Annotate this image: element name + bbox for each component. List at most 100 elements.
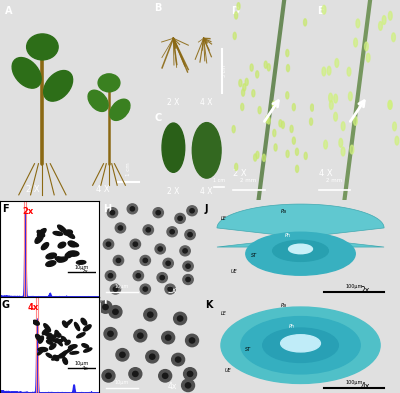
Text: B: B — [154, 3, 162, 13]
Circle shape — [272, 101, 276, 108]
Text: X: X — [292, 243, 296, 248]
Circle shape — [341, 147, 345, 156]
Text: C: C — [154, 113, 162, 123]
Circle shape — [274, 144, 277, 151]
Circle shape — [339, 138, 343, 147]
Circle shape — [108, 274, 113, 278]
Circle shape — [150, 354, 155, 359]
Circle shape — [286, 92, 289, 99]
Circle shape — [296, 165, 299, 173]
Circle shape — [138, 333, 143, 338]
Circle shape — [105, 271, 116, 281]
Circle shape — [272, 101, 276, 109]
Circle shape — [110, 284, 121, 294]
Text: Pa: Pa — [281, 303, 287, 308]
Ellipse shape — [110, 99, 130, 120]
Circle shape — [354, 38, 358, 47]
Circle shape — [304, 19, 307, 26]
Text: K: K — [205, 300, 212, 310]
Text: E: E — [317, 6, 324, 16]
Circle shape — [187, 371, 193, 376]
Circle shape — [106, 373, 111, 378]
Circle shape — [103, 305, 108, 310]
Circle shape — [354, 116, 357, 125]
Circle shape — [176, 357, 181, 362]
Circle shape — [186, 277, 190, 282]
Circle shape — [143, 287, 148, 291]
Circle shape — [140, 284, 150, 294]
Circle shape — [136, 274, 140, 278]
Text: UE: UE — [231, 269, 238, 274]
Circle shape — [118, 226, 123, 230]
Circle shape — [252, 90, 255, 97]
Circle shape — [258, 107, 261, 114]
Text: Ph: Ph — [285, 233, 291, 237]
Circle shape — [304, 152, 307, 160]
Circle shape — [393, 122, 396, 131]
Circle shape — [113, 309, 118, 314]
Circle shape — [143, 258, 148, 263]
Circle shape — [104, 328, 117, 340]
Circle shape — [185, 383, 191, 388]
Text: 2 mm: 2 mm — [240, 178, 256, 183]
Text: 2 X: 2 X — [233, 169, 246, 178]
Text: 1 cm: 1 cm — [213, 178, 225, 183]
Circle shape — [183, 275, 193, 285]
Text: 3 cm: 3 cm — [222, 65, 227, 77]
Circle shape — [170, 230, 174, 234]
Circle shape — [182, 379, 194, 391]
Ellipse shape — [263, 328, 338, 362]
Circle shape — [129, 368, 142, 380]
Circle shape — [378, 22, 382, 30]
Text: X: X — [292, 338, 296, 343]
Text: D: D — [231, 6, 239, 16]
Circle shape — [99, 301, 112, 313]
Circle shape — [334, 112, 338, 121]
Circle shape — [178, 216, 182, 220]
Text: 2x: 2x — [360, 286, 370, 295]
Circle shape — [350, 145, 354, 154]
Circle shape — [187, 206, 197, 216]
Text: ST: ST — [251, 253, 257, 257]
Circle shape — [235, 163, 238, 171]
Text: 2 X: 2 X — [167, 187, 180, 196]
Text: I: I — [104, 300, 107, 310]
Text: 4 X: 4 X — [200, 187, 213, 196]
Circle shape — [162, 373, 168, 378]
Circle shape — [256, 151, 259, 158]
Circle shape — [108, 331, 113, 336]
Circle shape — [130, 207, 134, 211]
Circle shape — [254, 154, 257, 161]
Circle shape — [329, 93, 332, 102]
Circle shape — [233, 32, 236, 39]
Circle shape — [184, 368, 196, 380]
Circle shape — [264, 61, 267, 68]
Text: 2x: 2x — [168, 286, 177, 295]
Text: LE: LE — [221, 311, 227, 316]
Circle shape — [341, 122, 345, 130]
Text: UE: UE — [225, 368, 232, 373]
Circle shape — [166, 261, 170, 265]
Circle shape — [334, 94, 338, 103]
Text: A: A — [4, 6, 12, 16]
Circle shape — [292, 137, 295, 144]
Text: 4 X: 4 X — [200, 98, 213, 107]
Ellipse shape — [27, 34, 58, 60]
Circle shape — [102, 369, 115, 382]
Circle shape — [107, 208, 118, 218]
Circle shape — [189, 338, 195, 343]
Circle shape — [144, 309, 157, 321]
Ellipse shape — [44, 70, 73, 101]
Circle shape — [167, 227, 177, 237]
Circle shape — [140, 255, 150, 265]
Ellipse shape — [281, 335, 320, 352]
Circle shape — [388, 11, 392, 20]
Circle shape — [153, 208, 163, 218]
Ellipse shape — [88, 90, 108, 111]
Circle shape — [250, 64, 253, 71]
Text: 2 X: 2 X — [26, 185, 40, 194]
Circle shape — [109, 306, 122, 318]
Circle shape — [155, 244, 165, 254]
Circle shape — [115, 223, 126, 233]
Circle shape — [232, 126, 235, 133]
